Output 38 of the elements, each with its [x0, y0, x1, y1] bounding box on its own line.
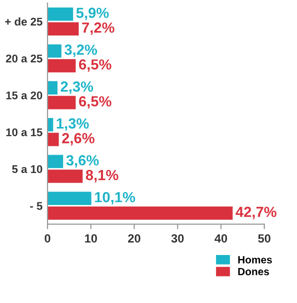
y-tick-label: 20 a 25 [6, 54, 42, 62]
data-label: 7,2% [82, 22, 114, 35]
bar [48, 170, 83, 183]
data-label: 6,5% [79, 59, 112, 72]
y-tick-label: + de 25 [5, 17, 42, 26]
x-tick-label: 50 [258, 234, 270, 243]
bar [48, 154, 64, 168]
legend-label: Dones [238, 268, 269, 276]
bar [48, 59, 76, 72]
x-tick-label: 30 [171, 234, 184, 243]
bar [48, 192, 92, 206]
x-tick-label: 10 [85, 234, 97, 243]
x-tick-label: 0 [44, 234, 50, 243]
bar [48, 118, 54, 132]
data-label: 3,2% [64, 44, 98, 57]
y-tick-label: 15 a 20 [6, 91, 42, 100]
data-label: 5,9% [76, 8, 109, 20]
x-tick-label: 40 [214, 234, 228, 243]
bar [48, 132, 59, 146]
data-label: 2,6% [62, 133, 94, 146]
y-tick-label: 5 a 10 [12, 165, 42, 174]
y-tick-label: - 5 [30, 202, 42, 210]
data-label: 8,1% [86, 170, 118, 182]
x-tick-label: 20 [128, 234, 140, 243]
data-label: 10,1% [95, 192, 136, 204]
y-tick-label: 10 a 15 [6, 128, 42, 136]
bar [48, 22, 79, 36]
data-label: 42,7% [236, 206, 276, 220]
data-label: 6,5% [79, 96, 112, 109]
data-label: 3,6% [66, 155, 99, 168]
bar [48, 81, 58, 94]
data-label: 1,3% [56, 118, 89, 131]
data-label: 2,3% [60, 81, 94, 94]
bar [48, 96, 76, 110]
bar [48, 44, 62, 58]
bar [48, 7, 74, 21]
legend-label: Homes [238, 256, 272, 264]
bar [48, 206, 233, 220]
